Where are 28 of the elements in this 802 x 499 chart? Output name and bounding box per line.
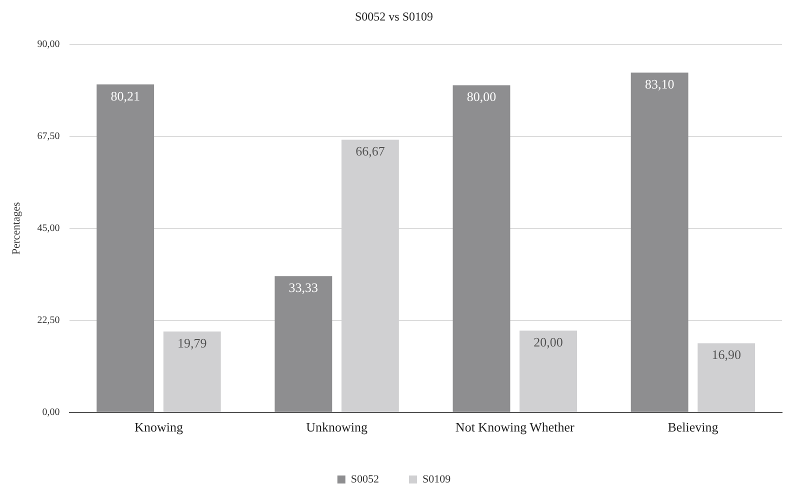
bar <box>630 72 688 412</box>
data-label: 80,00 <box>466 89 496 104</box>
data-label: 16,90 <box>712 347 741 362</box>
y-tick-label: 67,50 <box>37 131 60 142</box>
x-tick-label: Believing <box>668 420 719 435</box>
y-tick-label: 22,50 <box>37 315 60 326</box>
data-label: 19,79 <box>178 335 207 350</box>
x-tick-label: Knowing <box>134 420 184 435</box>
legend-label: S0109 <box>422 473 452 486</box>
data-label: 83,10 <box>644 76 674 92</box>
bar <box>520 330 577 412</box>
bar <box>163 331 221 412</box>
y-tick-label: 90,00 <box>37 39 60 50</box>
bar <box>698 343 756 412</box>
data-label: 20,00 <box>534 334 563 350</box>
bar <box>452 85 510 412</box>
chart-title: S0052 vs S0109 <box>354 9 434 24</box>
y-tick-label: 45,00 <box>37 223 60 234</box>
x-tick-label: Not Knowing Whether <box>455 420 576 435</box>
data-label: 80,21 <box>110 88 140 104</box>
data-label: 66,67 <box>356 144 386 159</box>
y-axis-title: Percentages <box>10 202 22 255</box>
legend-label: S0052 <box>350 473 380 486</box>
bar <box>274 276 332 412</box>
y-tick-label: 0,00 <box>42 407 60 418</box>
data-label: 33,33 <box>288 280 318 296</box>
x-tick-label: Unknowing <box>306 420 368 435</box>
bar <box>96 84 154 412</box>
